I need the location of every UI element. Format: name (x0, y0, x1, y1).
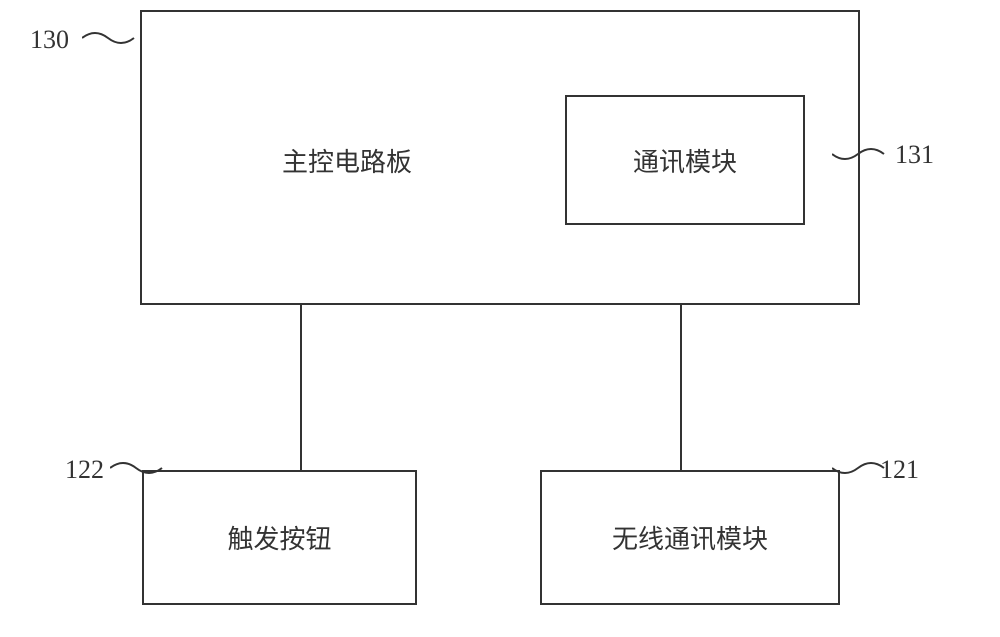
wireless-comm-box: 无线通讯模块 (540, 470, 840, 605)
connector-2 (680, 305, 682, 470)
main-control-board-label: 主控电路板 (282, 142, 412, 179)
trigger-button-box: 触发按钮 (142, 470, 417, 605)
trigger-button-label: 触发按钮 (227, 519, 331, 556)
squiggle-131 (832, 144, 887, 164)
wireless-comm-label: 无线通讯模块 (612, 519, 768, 556)
ref-label-130: 130 (30, 25, 69, 55)
connector-1 (300, 305, 302, 470)
comm-module-box: 通讯模块 (565, 95, 805, 225)
squiggle-122 (110, 458, 165, 478)
squiggle-130 (82, 28, 137, 48)
comm-module-label: 通讯模块 (633, 142, 737, 179)
ref-label-122: 122 (65, 455, 104, 485)
squiggle-121 (832, 458, 887, 478)
ref-label-131: 131 (895, 140, 934, 170)
